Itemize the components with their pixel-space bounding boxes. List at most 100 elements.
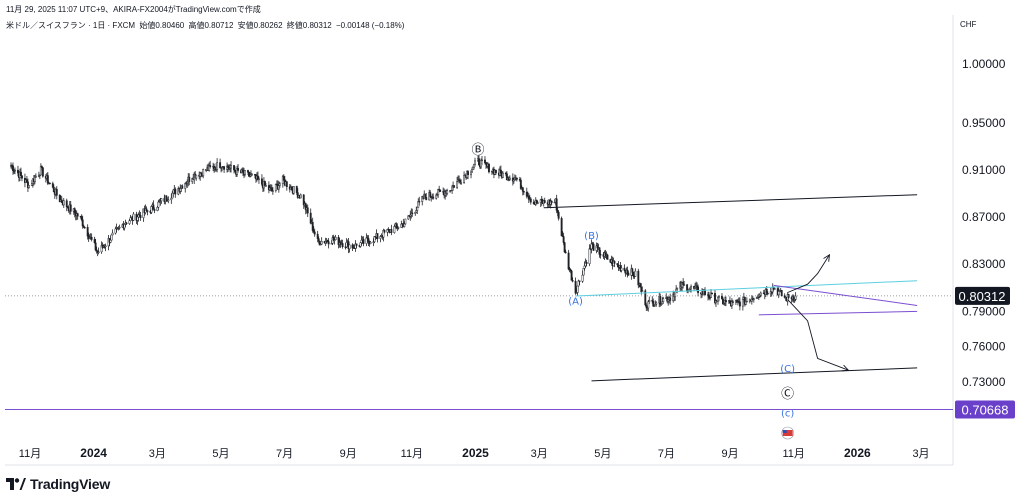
candle-body xyxy=(129,217,132,221)
candle-body xyxy=(710,292,712,298)
tradingview-logo-icon xyxy=(6,478,26,490)
currency-label[interactable]: CHF xyxy=(960,20,977,29)
candle-body xyxy=(588,248,591,264)
wave-label[interactable]: (C) xyxy=(780,364,795,375)
candle-body xyxy=(567,252,570,270)
candle-body xyxy=(233,165,235,171)
candle-body xyxy=(26,181,29,188)
candle-body xyxy=(309,212,312,224)
candle-body xyxy=(508,177,511,180)
candle-body xyxy=(165,195,168,201)
projection-up-arrow-head xyxy=(823,253,831,262)
candle-body xyxy=(156,207,159,211)
wave-label[interactable]: Ⓒ xyxy=(781,387,794,402)
candle-body xyxy=(626,269,629,274)
y-tick-label: 0.95000 xyxy=(962,116,1006,130)
candle-body xyxy=(351,244,354,249)
candle-body xyxy=(453,185,456,188)
candle-body xyxy=(556,210,559,213)
candle-body xyxy=(659,296,662,305)
candle-body xyxy=(585,261,588,264)
candle-body xyxy=(83,226,86,229)
candle-body xyxy=(424,193,427,198)
candle-body xyxy=(709,297,711,299)
wave-label[interactable]: Ⓑ xyxy=(471,143,484,158)
candle-body xyxy=(722,298,724,305)
x-tick-label: 11月 xyxy=(783,448,805,460)
candle-body xyxy=(33,176,36,183)
candle-body xyxy=(152,204,155,210)
candle-body xyxy=(515,177,518,180)
candle-body xyxy=(191,178,194,182)
trendline[interactable] xyxy=(575,280,918,297)
tradingview-brand-text: TradingView xyxy=(30,476,111,492)
candle-body xyxy=(669,297,672,301)
candle-body xyxy=(743,297,746,305)
candle-body xyxy=(599,254,602,256)
candle-body xyxy=(470,171,472,176)
candle-body xyxy=(415,210,418,213)
candle-body xyxy=(632,272,635,277)
candle-body xyxy=(277,185,280,190)
candle-body xyxy=(153,209,156,211)
candle-body xyxy=(60,199,63,203)
candle-body xyxy=(439,190,442,192)
candle-body xyxy=(274,183,277,191)
wave-label[interactable]: (c) xyxy=(781,409,794,420)
tradingview-logo[interactable]: TradingView xyxy=(6,476,110,492)
candle-body xyxy=(260,178,263,185)
wave-label[interactable]: (B) xyxy=(584,231,599,242)
candle-body xyxy=(12,165,14,171)
candle-body xyxy=(179,188,182,192)
candle-body xyxy=(416,206,419,211)
candle-body xyxy=(395,223,398,227)
symbol-name[interactable]: 米ドル／スイスフラン · 1日 · FXCM xyxy=(6,21,136,30)
candle-body xyxy=(123,224,126,229)
candle-body xyxy=(65,200,68,208)
x-tick-label: 3月 xyxy=(531,448,548,460)
candle-body xyxy=(562,236,565,243)
candle-body xyxy=(20,175,23,179)
candle-body xyxy=(641,290,644,292)
candle-body xyxy=(473,163,475,168)
current-price-badge[interactable] xyxy=(955,286,1010,305)
low-value: 安値0.80262 xyxy=(237,21,283,30)
projection-up-arrow[interactable] xyxy=(787,254,830,293)
projection-down-arrow[interactable] xyxy=(787,299,849,371)
candle-body xyxy=(623,267,626,271)
candle-body xyxy=(118,226,121,229)
candle-body xyxy=(355,243,358,246)
trendline[interactable] xyxy=(591,367,918,382)
candle-body xyxy=(93,239,96,244)
y-tick-label: 0.87000 xyxy=(962,210,1006,224)
candle-body xyxy=(571,280,574,282)
candle-body xyxy=(540,199,543,202)
candle-body xyxy=(39,166,42,176)
candle-body xyxy=(76,213,79,217)
candle-body xyxy=(631,268,634,273)
x-tick-label: 5月 xyxy=(212,448,229,460)
candle-body xyxy=(792,296,795,301)
candle-body xyxy=(425,197,428,201)
trendline[interactable] xyxy=(543,194,918,209)
candle-body xyxy=(460,182,463,184)
candle-body xyxy=(728,300,731,304)
target-price-badge[interactable] xyxy=(955,400,1015,419)
candle-body xyxy=(613,260,616,264)
candle-body xyxy=(290,187,293,191)
candle-body xyxy=(446,190,449,194)
candle-body xyxy=(467,171,469,176)
trendline[interactable] xyxy=(758,310,918,316)
candle-body xyxy=(317,238,320,242)
current-price-label: 0.80312 xyxy=(959,289,1006,304)
candle-body xyxy=(97,251,100,253)
x-tick-label: 11月 xyxy=(19,448,41,460)
candle-body xyxy=(418,201,421,203)
wave-label[interactable]: (A) xyxy=(568,297,583,308)
candle-body xyxy=(766,292,769,295)
candle-body xyxy=(46,175,49,184)
candle-body xyxy=(606,254,609,260)
candle-body xyxy=(525,191,528,197)
candle-body xyxy=(494,169,497,174)
